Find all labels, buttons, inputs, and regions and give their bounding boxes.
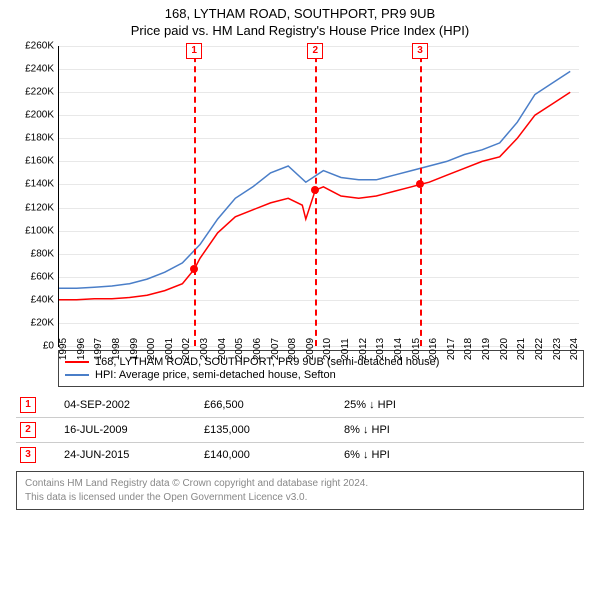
x-tick-label: 2022 (534, 338, 545, 360)
x-tick-label: 2021 (516, 338, 527, 360)
y-tick-label: £80K (31, 248, 54, 259)
x-tick-label: 2005 (234, 338, 245, 360)
footer-line: Contains HM Land Registry data © Crown c… (25, 477, 575, 491)
x-tick-label: 2014 (393, 338, 404, 360)
sale-index-box: 3 (20, 447, 36, 463)
x-tick-label: 2023 (552, 338, 563, 360)
y-tick-label: £180K (25, 133, 54, 144)
x-tick-label: 2012 (358, 338, 369, 360)
sale-marker-box: 3 (412, 43, 428, 59)
y-tick-label: £100K (25, 225, 54, 236)
attribution-footer: Contains HM Land Registry data © Crown c… (16, 471, 584, 510)
sale-price: £140,000 (204, 449, 344, 461)
sale-diff: 6% ↓ HPI (344, 449, 390, 461)
sale-price: £66,500 (204, 399, 344, 411)
sale-marker-box: 2 (307, 43, 323, 59)
x-tick-label: 2000 (146, 338, 157, 360)
y-tick-label: £0 (43, 341, 54, 352)
x-tick-label: 1997 (93, 338, 104, 360)
sale-date: 24-JUN-2015 (64, 449, 204, 461)
y-tick-label: £240K (25, 64, 54, 75)
y-tick-label: £20K (31, 317, 54, 328)
y-tick-label: £220K (25, 87, 54, 98)
sales-row: 1 04-SEP-2002£66,50025% ↓ HPI (16, 393, 584, 418)
y-tick-label: £140K (25, 179, 54, 190)
y-tick-label: £40K (31, 294, 54, 305)
x-tick-label: 2017 (446, 338, 457, 360)
x-tick-label: 2007 (270, 338, 281, 360)
x-tick-label: 2008 (287, 338, 298, 360)
sale-marker-line (194, 46, 196, 346)
sale-index-box: 1 (20, 397, 36, 413)
sale-marker-dot (416, 180, 424, 188)
x-tick-label: 2001 (164, 338, 175, 360)
x-axis: 1995199619971998199920002001200220032004… (58, 347, 578, 385)
x-tick-label: 2006 (252, 338, 263, 360)
x-tick-label: 2004 (217, 338, 228, 360)
x-tick-label: 2002 (181, 338, 192, 360)
sale-diff: 25% ↓ HPI (344, 399, 396, 411)
sale-marker-dot (311, 186, 319, 194)
x-tick-label: 2019 (481, 338, 492, 360)
x-tick-label: 2011 (340, 338, 351, 360)
x-tick-label: 1999 (129, 338, 140, 360)
sale-marker-line (420, 46, 422, 346)
sale-marker-dot (190, 265, 198, 273)
sale-diff: 8% ↓ HPI (344, 424, 390, 436)
sale-index-box: 2 (20, 422, 36, 438)
chart-area: £0£20K£40K£60K£80K£100K£120K£140K£160K£1… (16, 46, 578, 346)
y-tick-label: £120K (25, 202, 54, 213)
series-svg (59, 46, 579, 346)
sale-marker-box: 1 (186, 43, 202, 59)
title-subtitle: Price paid vs. HM Land Registry's House … (0, 23, 600, 38)
x-tick-label: 2018 (463, 338, 474, 360)
title-address: 168, LYTHAM ROAD, SOUTHPORT, PR9 9UB (0, 6, 600, 21)
sales-row: 3 24-JUN-2015£140,0006% ↓ HPI (16, 443, 584, 467)
sale-date: 04-SEP-2002 (64, 399, 204, 411)
y-tick-label: £200K (25, 110, 54, 121)
x-tick-label: 2016 (428, 338, 439, 360)
y-axis: £0£20K£40K£60K£80K£100K£120K£140K£160K£1… (16, 46, 56, 346)
sale-marker-line (315, 46, 317, 346)
x-tick-label: 2013 (375, 338, 386, 360)
x-tick-label: 2020 (499, 338, 510, 360)
x-tick-label: 2024 (569, 338, 580, 360)
x-tick-label: 1998 (111, 338, 122, 360)
sales-row: 2 16-JUL-2009£135,0008% ↓ HPI (16, 418, 584, 443)
y-tick-label: £160K (25, 156, 54, 167)
plot-canvas: 1 2 3 (58, 46, 579, 347)
sales-table: 1 04-SEP-2002£66,50025% ↓ HPI 2 16-JUL-2009… (16, 393, 584, 467)
x-tick-label: 1995 (58, 338, 69, 360)
sale-date: 16-JUL-2009 (64, 424, 204, 436)
y-tick-label: £60K (31, 271, 54, 282)
sale-price: £135,000 (204, 424, 344, 436)
footer-line: This data is licensed under the Open Gov… (25, 491, 575, 505)
x-tick-label: 2009 (305, 338, 316, 360)
x-tick-label: 2010 (322, 338, 333, 360)
x-tick-label: 2003 (199, 338, 210, 360)
y-tick-label: £260K (25, 41, 54, 52)
x-tick-label: 1996 (76, 338, 87, 360)
